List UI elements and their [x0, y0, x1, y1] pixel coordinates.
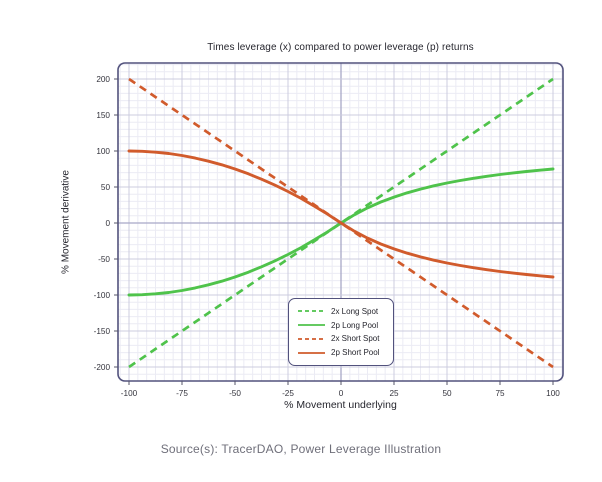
legend-item: 2x Short Spot	[298, 334, 389, 343]
x-tick-label: 0	[339, 389, 344, 398]
x-tick-label: -25	[282, 389, 294, 398]
legend-item: 2p Long Pool	[298, 321, 389, 330]
legend-item-label: 2x Short Spot	[331, 334, 380, 344]
series-line-2p-short-pool	[127, 149, 555, 279]
legend: 2x Long Spot 2p Long Pool 2x Short Spot 2p …	[288, 298, 394, 366]
legend-line-sample	[298, 310, 325, 313]
legend-item-label: 2p Short Pool	[331, 348, 380, 358]
y-axis-title: % Movement derivative	[60, 170, 72, 274]
series-line-2x-short-spot	[128, 77, 554, 369]
x-tick-label: -75	[176, 389, 188, 398]
series-line-2x-long-spot	[128, 77, 554, 369]
x-axis-title: % Movement underlying	[284, 399, 397, 411]
y-tick-label: 0	[105, 219, 110, 228]
y-tick-label: 50	[101, 183, 111, 192]
legend-line-sample	[298, 324, 325, 326]
x-tick-label: -100	[121, 389, 138, 398]
legend-item: 2p Short Pool	[298, 348, 389, 357]
x-tick-label: 75	[495, 389, 505, 398]
legend-item-label: 2p Long Pool	[331, 320, 379, 330]
legend-line-sample	[298, 351, 325, 354]
x-tick-label: -50	[229, 389, 241, 398]
y-tick-label: -200	[94, 363, 111, 372]
source-caption: Source(s): TracerDAO, Power Leverage Ill…	[160, 442, 442, 456]
y-tick-label: -100	[94, 291, 111, 300]
chart-title: Times leverage (x) compared to power lev…	[207, 42, 474, 53]
y-tick-label: 150	[96, 111, 110, 120]
legend-line-sample	[298, 338, 325, 340]
y-tick-label: -50	[98, 255, 110, 264]
x-tick-label: 25	[389, 389, 399, 398]
y-tick-label: 100	[96, 147, 110, 156]
legend-item-label: 2x Long Spot	[331, 306, 379, 316]
legend-item: 2x Long Spot	[298, 307, 389, 316]
y-tick-label: -150	[94, 327, 111, 336]
x-tick-label: 100	[546, 389, 560, 398]
x-tick-label: 50	[442, 389, 452, 398]
y-tick-label: 200	[96, 75, 110, 84]
